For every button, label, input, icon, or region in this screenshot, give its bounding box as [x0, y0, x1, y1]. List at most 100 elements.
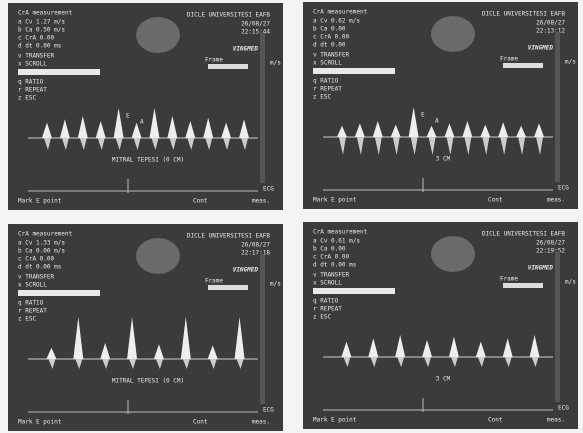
brand: VINGMED: [233, 46, 259, 53]
institution: DICLE UNIVERSITESI EAFB: [187, 12, 270, 19]
title: CrA measurement: [18, 231, 73, 238]
brand: VINGMED: [233, 267, 259, 274]
ecg-label: ECG: [558, 405, 569, 412]
measurement: c CrA 0.00: [18, 35, 55, 42]
date: 26/08/27: [536, 20, 565, 27]
frame-bar: [208, 285, 248, 290]
footer-right: meas.: [547, 197, 565, 204]
institution: DICLE UNIVERSITESI EAFB: [482, 231, 565, 238]
sector-image: [431, 236, 475, 272]
footer-left: Mark E point: [313, 417, 357, 424]
footer-left: Mark E point: [313, 197, 357, 204]
brand: VINGMED: [528, 265, 554, 272]
depth-label: MITRAL TEPESI (0 CM): [112, 378, 184, 385]
menu-bar: [18, 290, 100, 296]
measurement: c CrA 0.00: [18, 256, 55, 263]
menu-item: r REPEAT: [18, 308, 47, 315]
scale-label: m/s: [565, 279, 576, 286]
menu-item: v TRANSFER: [313, 52, 350, 59]
scale-bar: [555, 32, 560, 182]
footer-mid: Cont: [488, 417, 503, 424]
ultrasound-panel: CrA measurement DICLE UNIVERSITESI EAFB 26…: [303, 2, 578, 209]
menu-item: r REPEAT: [313, 86, 342, 93]
measurement: d dt 0.00 ms: [313, 262, 357, 269]
menu-item: v TRANSFER: [18, 274, 55, 281]
menu-item: v TRANSFER: [313, 272, 350, 279]
ultrasound-panel: CrA measurement DICLE UNIVERSITESI EAFB 26…: [8, 3, 283, 210]
frame-bar: [503, 283, 543, 288]
scale-label: m/s: [270, 281, 281, 288]
ecg-label: ECG: [263, 186, 274, 193]
menu-bar: [313, 288, 395, 294]
ecg-label: ECG: [263, 407, 274, 414]
depth-label: MITRAL TEPESI (0 CM): [112, 157, 184, 164]
frame: Frame: [205, 57, 223, 64]
time: 22:17:18: [241, 250, 270, 257]
peak-label: E: [126, 113, 130, 120]
peak-label: A: [140, 119, 144, 126]
footer-right: meas.: [547, 417, 565, 424]
date: 26/08/27: [241, 21, 270, 28]
measurement: c CrA 0.00: [313, 34, 350, 41]
scale-bar: [555, 252, 560, 402]
scale-label: m/s: [270, 60, 281, 67]
footer-mid: Cont: [488, 197, 503, 204]
time: 22:19:52: [536, 248, 565, 255]
depth-label: 3 CM: [436, 376, 451, 383]
measurement: b Ca 0.50 m/s: [18, 27, 65, 34]
title: CrA measurement: [313, 229, 368, 236]
measurement: a Cv 1.33 m/s: [18, 240, 65, 247]
footer-left: Mark E point: [18, 198, 62, 205]
measurement: b Ca 0.00 m/s: [18, 248, 65, 255]
menu-item: q RATIO: [18, 300, 44, 307]
menu-item: q RATIO: [18, 79, 44, 86]
menu-item: r REPEAT: [313, 306, 342, 313]
measurement: c CrA 0.00: [313, 254, 350, 261]
footer-right: meas.: [252, 198, 270, 205]
menu-item: z ESC: [313, 314, 331, 321]
menu-item: r REPEAT: [18, 87, 47, 94]
measurement: b Ca 0.00: [313, 26, 346, 33]
measurement: b Ca 0.00: [313, 246, 346, 253]
menu-item: x SCROLL: [313, 60, 342, 67]
date: 26/08/27: [241, 242, 270, 249]
menu-bar: [313, 68, 395, 74]
scale-bar: [260, 33, 265, 183]
menu-item: x SCROLL: [18, 61, 47, 68]
measurement: a Cv 0.62 m/s: [313, 18, 360, 25]
menu-item: z ESC: [18, 95, 36, 102]
time: 22:15:44: [241, 29, 270, 36]
frame-bar: [208, 64, 248, 69]
menu-item: q RATIO: [313, 298, 339, 305]
menu-bar: [18, 69, 100, 75]
menu-item: x SCROLL: [18, 282, 47, 289]
peak-label: A: [435, 118, 439, 125]
menu-item: q RATIO: [313, 78, 339, 85]
figure: CrA measurement DICLE UNIVERSITESI EAFB 26…: [0, 0, 583, 433]
menu-item: z ESC: [18, 316, 36, 323]
frame: Frame: [205, 278, 223, 285]
frame-bar: [503, 63, 543, 68]
institution: DICLE UNIVERSITESI EAFB: [482, 11, 565, 18]
measurement: d dt 0.00 ms: [18, 264, 62, 271]
title: CrA measurement: [18, 10, 73, 17]
menu-item: v TRANSFER: [18, 53, 55, 60]
scale-label: m/s: [565, 59, 576, 66]
measurement: d dt 0.00: [313, 42, 346, 49]
institution: DICLE UNIVERSITESI EAFB: [187, 233, 270, 240]
depth-label: 3 CM: [436, 156, 451, 163]
frame: Frame: [500, 56, 518, 63]
frame: Frame: [500, 276, 518, 283]
menu-item: x SCROLL: [313, 280, 342, 287]
menu-item: z ESC: [313, 94, 331, 101]
measurement: a Cv 1.27 m/s: [18, 19, 65, 26]
measurement: d dt 0.00 ms: [18, 43, 62, 50]
peak-label: E: [421, 112, 425, 119]
title: CrA measurement: [313, 9, 368, 16]
ecg-label: ECG: [558, 185, 569, 192]
date: 26/08/27: [536, 240, 565, 247]
sector-image: [136, 17, 180, 53]
ultrasound-panel: CrA measurement DICLE UNIVERSITESI EAFB 26…: [303, 222, 578, 429]
footer-right: meas.: [252, 419, 270, 426]
ultrasound-panel: CrA measurement DICLE UNIVERSITESI EAFB 26…: [8, 224, 283, 431]
